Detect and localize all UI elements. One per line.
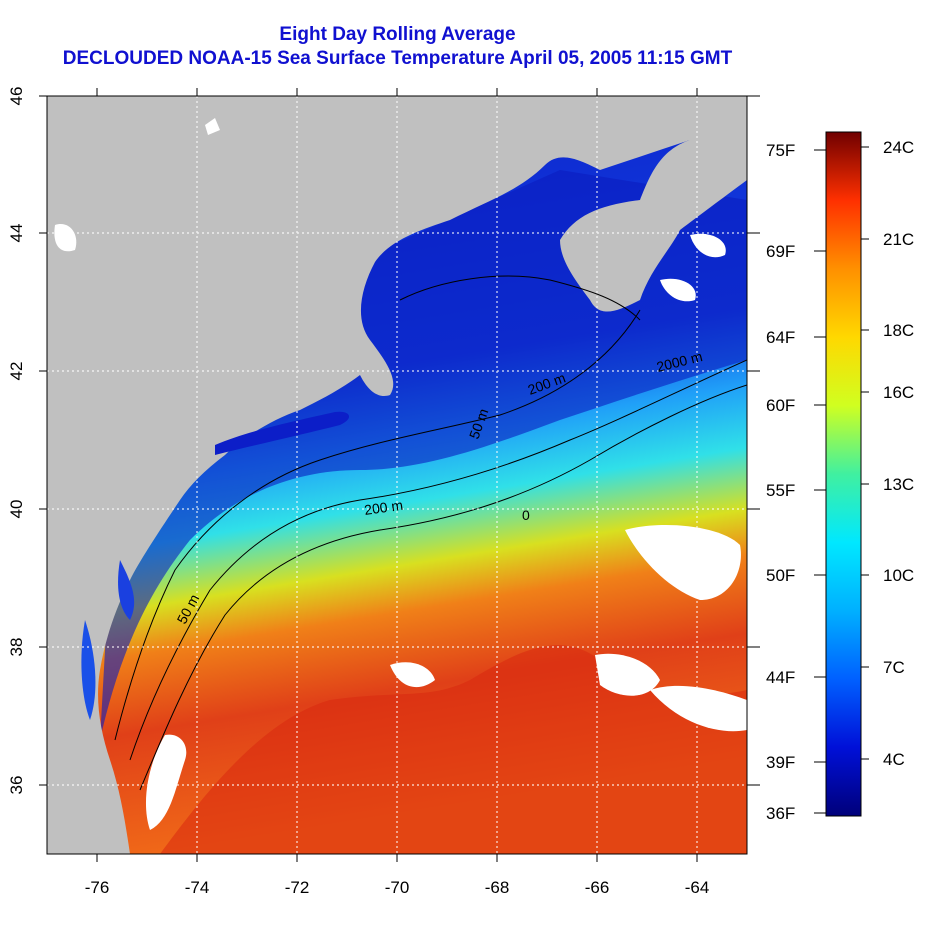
- lon-tick-label: -70: [385, 878, 410, 897]
- lat-tick-label: 36: [7, 776, 26, 795]
- map-title-line2: DECLOUDED NOAA-15 Sea Surface Temperatur…: [62, 48, 733, 69]
- map-plot-area: [47, 96, 747, 854]
- isobath-2000m: [139, 384, 747, 791]
- long-island-sound: [215, 411, 350, 455]
- lat-ticks: [39, 95, 760, 786]
- colorbar-fahrenheit-label: 55F: [766, 481, 795, 500]
- colorbar-celsius-label: 21C: [883, 230, 914, 249]
- colorbar-fahrenheit-label: 50F: [766, 566, 795, 585]
- land-mass: [47, 96, 747, 854]
- lon-tick-label: -74: [185, 878, 210, 897]
- lon-tick-label: -76: [85, 878, 110, 897]
- isobath-label-0: 0: [522, 507, 530, 523]
- graticule: [47, 96, 747, 854]
- gulf-stream-warm-core: [160, 645, 747, 854]
- colorbar-celsius-label: 13C: [883, 475, 914, 494]
- colorbar-fahrenheit-label: 60F: [766, 396, 795, 415]
- colorbar-fahrenheit-label: 75F: [766, 141, 795, 160]
- colorbar-celsius-label: 7C: [883, 658, 905, 677]
- lat-tick-label: 38: [7, 638, 26, 657]
- colorbar-fahrenheit-label: 69F: [766, 242, 795, 261]
- lat-tick-label: 44: [7, 224, 26, 243]
- isobath-gulf-of-maine: [399, 275, 641, 321]
- colorbar-celsius-label: 4C: [883, 750, 905, 769]
- colorbar-fahrenheit-label: 44F: [766, 668, 795, 687]
- colorbar-celsius-label: 16C: [883, 383, 914, 402]
- lat-tick-label: 42: [7, 362, 26, 381]
- lat-tick-label: 40: [7, 500, 26, 519]
- colorbar-fahrenheit-label: 64F: [766, 328, 795, 347]
- colorbar-celsius-label: 10C: [883, 566, 914, 585]
- colorbar-ticks: [814, 146, 869, 814]
- cold-shelf-water: [100, 170, 747, 740]
- colorbar-celsius-label: 24C: [883, 138, 914, 157]
- chesapeake-bay: [81, 620, 96, 720]
- colorbar-celsius-label: 18C: [883, 321, 914, 340]
- isobath-50m: [114, 309, 641, 741]
- isobath-label-200m: 200 m: [363, 497, 404, 518]
- map-title-line1: Eight Day Rolling Average: [279, 24, 516, 45]
- lon-ticks: [96, 88, 698, 862]
- cloud-patches: [54, 118, 747, 830]
- isobath-contours: [114, 275, 747, 791]
- lon-tick-label: -64: [685, 878, 710, 897]
- delaware-bay: [118, 560, 135, 620]
- isobath-200m: [129, 359, 747, 761]
- colorbar-fahrenheit-label: 36F: [766, 804, 795, 823]
- colorbar: [825, 131, 862, 817]
- colorbar-fahrenheit-label: 39F: [766, 753, 795, 772]
- lon-tick-label: -66: [585, 878, 610, 897]
- lon-tick-label: -68: [485, 878, 510, 897]
- lon-tick-label: -72: [285, 878, 310, 897]
- lat-tick-label: 46: [7, 87, 26, 106]
